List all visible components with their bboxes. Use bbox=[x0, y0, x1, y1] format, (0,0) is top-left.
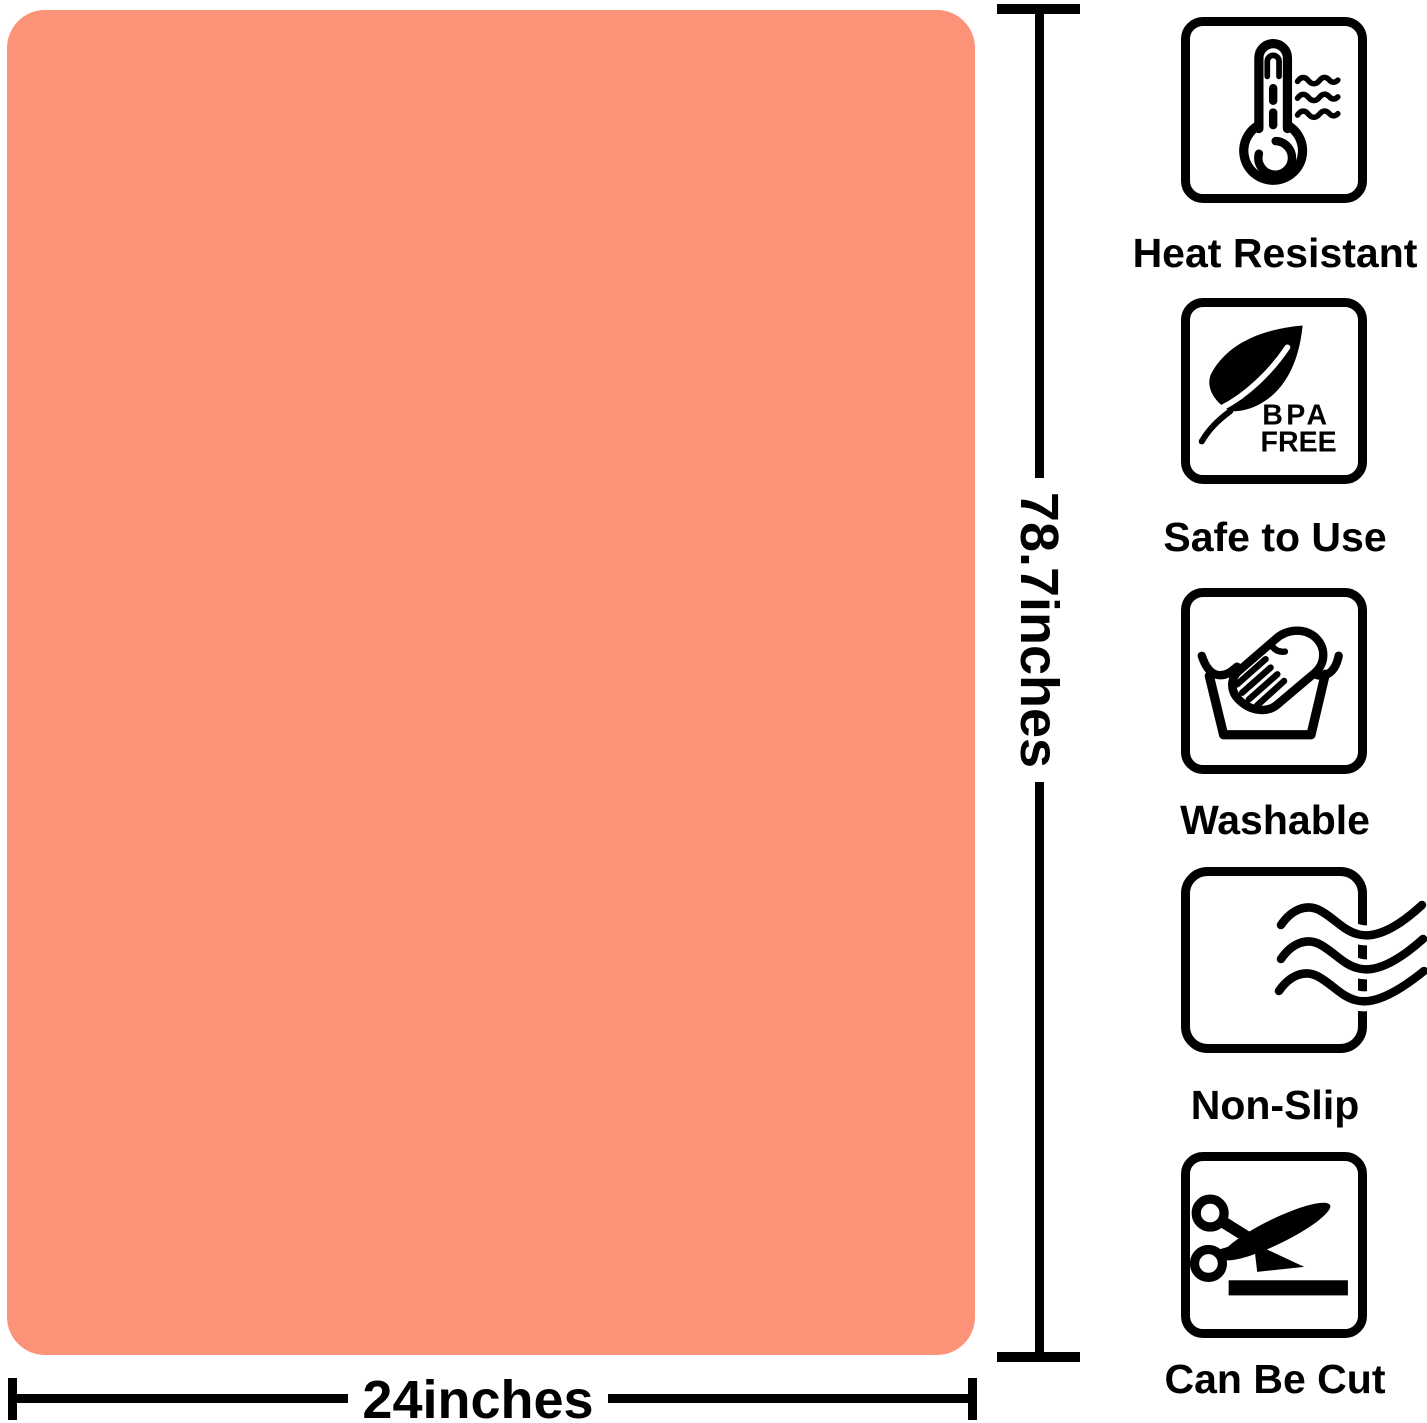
bpa-badge-line1: BPA bbox=[1262, 400, 1330, 432]
width-dim-label: 24inches bbox=[362, 1370, 594, 1423]
feature-card-can-be-cut bbox=[1181, 1152, 1367, 1338]
bpa-badge-line2: FREE bbox=[1261, 426, 1337, 458]
product-mat bbox=[7, 10, 975, 1355]
thermometer-icon bbox=[1239, 39, 1341, 185]
feature-label-non-slip: Non-Slip bbox=[1190, 1082, 1360, 1128]
feature-label-heat-resistant: Heat Resistant bbox=[1132, 230, 1418, 276]
bpa-free-leaf-icon: BPA FREE bbox=[1198, 325, 1337, 458]
width-dim-line-right bbox=[608, 1394, 970, 1403]
scissors-icon bbox=[1190, 1194, 1348, 1296]
height-dim-line-upper bbox=[1035, 4, 1044, 478]
height-dim-line-lower bbox=[1035, 782, 1044, 1352]
height-dim-cap-bottom bbox=[997, 1352, 1080, 1362]
feature-label-safe-to-use: Safe to Use bbox=[1163, 514, 1387, 560]
non-slip-waves-icon bbox=[1181, 867, 1427, 1053]
feature-card-safe-to-use: BPA FREE bbox=[1181, 298, 1367, 484]
feature-label-washable: Washable bbox=[1180, 797, 1370, 843]
width-dim-line-left bbox=[8, 1394, 348, 1403]
feature-label-can-be-cut: Can Be Cut bbox=[1164, 1356, 1386, 1402]
hand-wash-icon bbox=[1197, 626, 1343, 740]
width-dim-cap-right bbox=[968, 1378, 977, 1420]
height-dim-label: 78.7inches bbox=[1009, 491, 1069, 769]
feature-card-washable bbox=[1181, 588, 1367, 774]
feature-card-heat-resistant bbox=[1181, 17, 1367, 203]
